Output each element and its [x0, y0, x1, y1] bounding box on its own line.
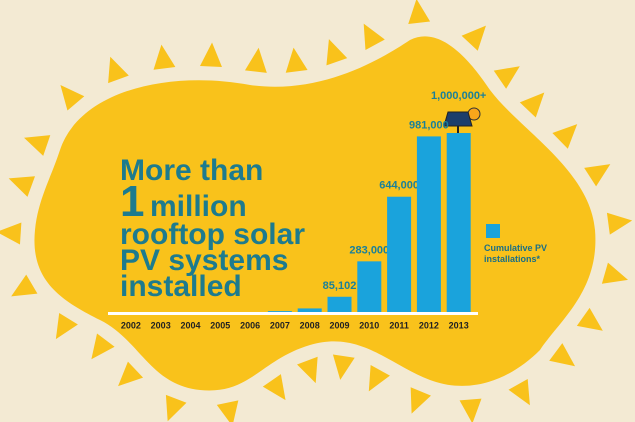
- title-line: PV systems: [120, 244, 288, 277]
- value-label: 85,102: [323, 280, 357, 292]
- bar: [297, 308, 322, 312]
- legend-swatch: [486, 224, 500, 238]
- sun-ray: [459, 398, 482, 422]
- legend-label: Cumulative PV installations*: [484, 243, 548, 264]
- sun-ray: [108, 56, 129, 84]
- value-label: 1,000,000+: [431, 90, 486, 102]
- sun-ray: [408, 0, 431, 24]
- sun-ray: [326, 39, 348, 66]
- sun-ray: [153, 44, 176, 70]
- x-tick-label: 2003: [151, 320, 171, 330]
- title-line: rooftop solar: [120, 218, 305, 251]
- value-label: 981,000: [409, 119, 449, 131]
- sun-ray: [118, 361, 144, 387]
- sun-ray: [297, 356, 318, 384]
- sun-ray: [552, 124, 578, 149]
- sun-ray: [262, 374, 286, 401]
- bar: [446, 133, 471, 312]
- x-tick-label: 2009: [329, 320, 349, 330]
- sun-ray: [0, 222, 22, 245]
- x-tick-label: 2012: [419, 320, 439, 330]
- x-tick-label: 2011: [389, 320, 409, 330]
- x-tick-label: 2004: [180, 320, 200, 330]
- sun-shape: [34, 36, 596, 391]
- bar: [327, 296, 352, 312]
- bar: [267, 311, 292, 312]
- bar: [416, 136, 441, 312]
- value-label: 644,000: [379, 180, 419, 192]
- x-tick-label: 2010: [359, 320, 379, 330]
- x-tick-label: 2002: [121, 320, 141, 330]
- sun-ray: [576, 307, 603, 331]
- title-line: More than: [120, 154, 263, 187]
- sun-ray: [519, 92, 545, 118]
- x-tick-label: 2005: [210, 320, 230, 330]
- bar: [357, 261, 382, 312]
- sun-ray: [55, 312, 78, 340]
- solar-panel-icon: [443, 107, 481, 133]
- x-tick-label: 2008: [300, 320, 320, 330]
- sun-ray: [285, 47, 308, 73]
- sun-ray: [606, 212, 633, 235]
- bar: [387, 196, 412, 312]
- sun-ray: [165, 394, 187, 422]
- sun-ray: [410, 387, 431, 414]
- sun-ray: [24, 135, 51, 156]
- sun-ray: [584, 164, 611, 187]
- sun-ray: [368, 365, 390, 392]
- sun-ray: [60, 84, 85, 111]
- title-line: million: [150, 190, 247, 223]
- sun-ray: [91, 333, 115, 360]
- sun-ray: [216, 400, 239, 422]
- sun-ray: [461, 25, 486, 51]
- sun-ray: [11, 274, 38, 297]
- sun-ray: [363, 23, 385, 51]
- sun-ray: [493, 66, 520, 89]
- baseline: [108, 312, 478, 315]
- sun-ray: [8, 176, 36, 197]
- sun-ray: [332, 354, 355, 380]
- sun-ray: [601, 262, 628, 284]
- value-label: 283,000: [349, 244, 389, 256]
- x-tick-label: 2006: [240, 320, 260, 330]
- sun-ray: [200, 42, 222, 67]
- title-line: installed: [120, 270, 242, 303]
- sun-ray: [549, 343, 576, 367]
- x-tick-label: 2013: [449, 320, 469, 330]
- title-line: 1: [120, 177, 144, 226]
- x-tick-label: 2007: [270, 320, 290, 330]
- sun-ray: [244, 47, 267, 73]
- sun-ray: [508, 378, 530, 406]
